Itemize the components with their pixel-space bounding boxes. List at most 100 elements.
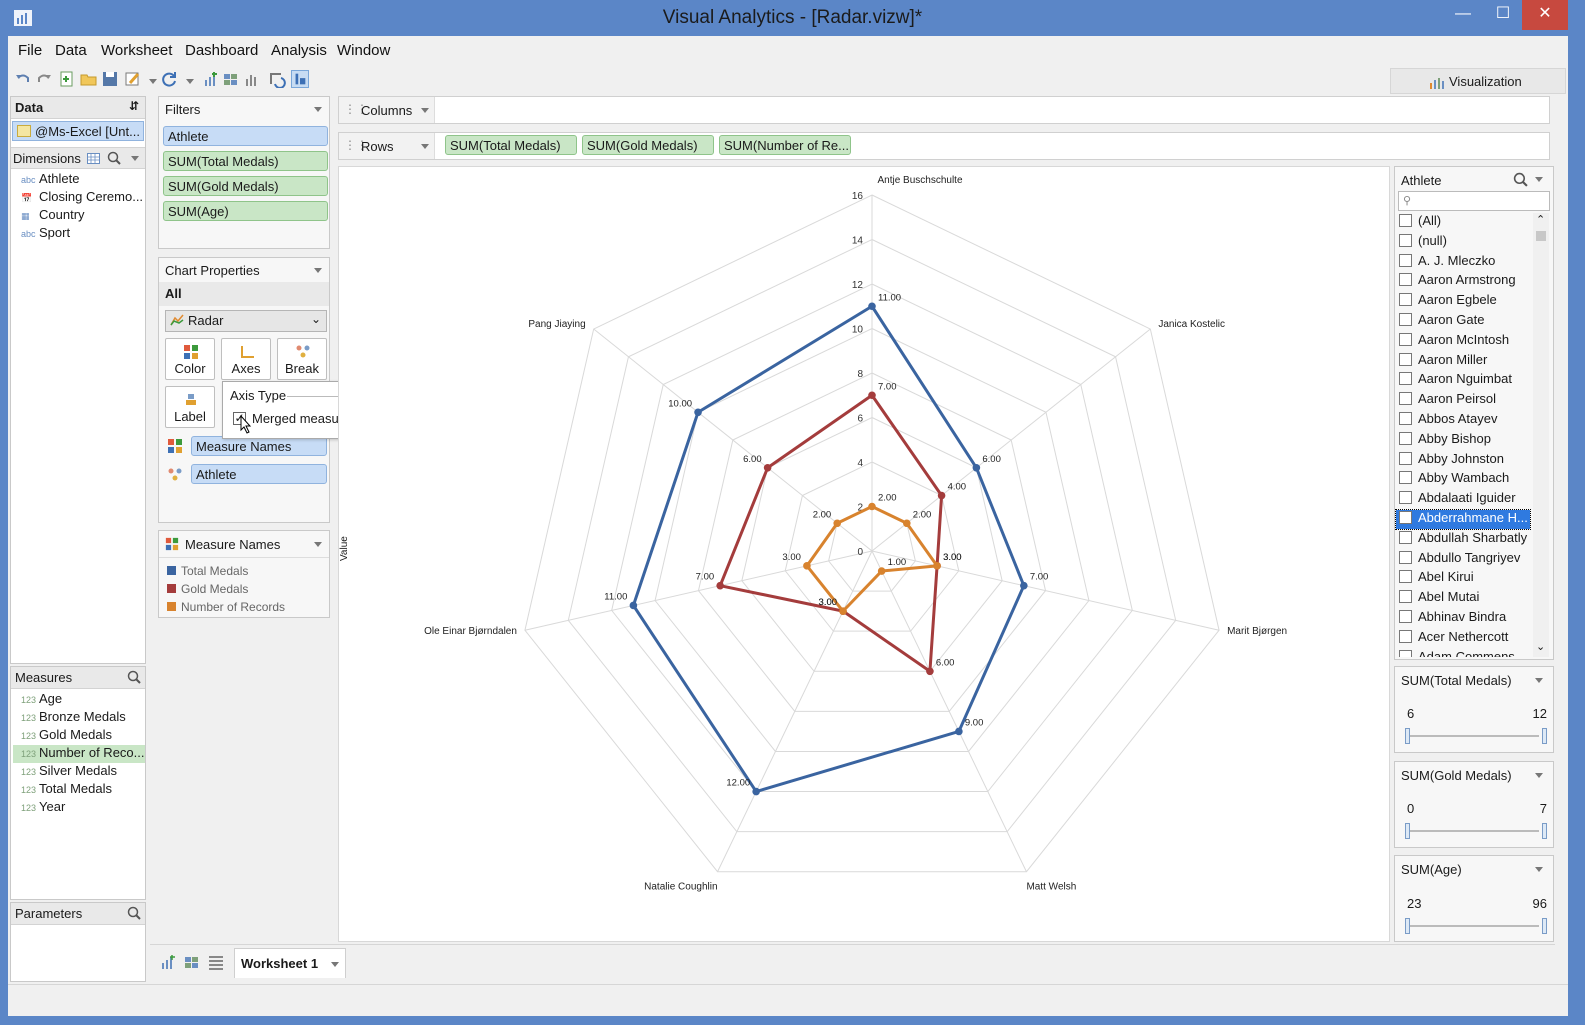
athlete-checkbox[interactable]	[1399, 491, 1412, 505]
athlete-filter-item[interactable]: Abby Bishop	[1399, 431, 1491, 450]
dimension-item[interactable]: 📅 Closing Ceremo...	[21, 189, 144, 204]
chart-type-select[interactable]: Radar ⌄	[165, 310, 327, 332]
scroll-thumb[interactable]	[1536, 231, 1546, 241]
legend-item[interactable]: Gold Medals	[167, 582, 248, 596]
break-button[interactable]: Break	[277, 338, 327, 380]
scroll-down-icon[interactable]: ⌄	[1536, 641, 1546, 653]
maximize-button[interactable]: ☐	[1495, 5, 1511, 22]
rows-pill[interactable]: SUM(Total Medals)	[445, 135, 577, 155]
menu-worksheet[interactable]: Worksheet	[101, 42, 173, 59]
rows-pill[interactable]: SUM(Gold Medals)	[582, 135, 714, 155]
scope-all-tab[interactable]: All	[159, 282, 329, 306]
legend-menu-icon[interactable]	[314, 542, 322, 547]
athlete-checkbox[interactable]	[1399, 392, 1412, 406]
athlete-filter-item[interactable]: A. J. Mleczko	[1399, 253, 1495, 272]
dimension-item[interactable]: abc Athlete	[21, 171, 80, 186]
scrollbar[interactable]: ⌃ ⌄	[1533, 213, 1549, 657]
athlete-checkbox[interactable]	[1399, 431, 1412, 445]
athlete-filter-item[interactable]: Abbos Atayev	[1399, 411, 1498, 430]
athlete-filter-item[interactable]: Aaron Miller	[1399, 352, 1487, 371]
range-filter-menu-icon[interactable]	[1535, 867, 1543, 872]
athlete-filter-item[interactable]: Acer Nethercott	[1399, 629, 1508, 648]
drill-icon[interactable]	[268, 70, 286, 88]
new-worksheet-icon[interactable]	[202, 70, 220, 88]
range-max-handle[interactable]	[1542, 918, 1547, 934]
measure-item[interactable]: 123 Gold Medals	[21, 727, 112, 742]
range-min-handle[interactable]	[1405, 728, 1410, 744]
filter-pill[interactable]: Athlete	[163, 126, 328, 146]
color-field-pill[interactable]: Measure Names	[191, 436, 327, 456]
legend-item[interactable]: Total Medals	[167, 564, 248, 578]
athlete-filter-item[interactable]: Abby Wambach	[1399, 470, 1509, 489]
edit-dropdown-icon[interactable]	[149, 79, 157, 84]
athlete-filter-item[interactable]: Abderrahmane H...	[1395, 509, 1531, 530]
new-dashboard-icon[interactable]	[222, 70, 240, 88]
range-filter-menu-icon[interactable]	[1535, 678, 1543, 683]
athlete-checkbox[interactable]	[1399, 590, 1412, 604]
athlete-filter-menu-icon[interactable]	[1535, 177, 1543, 182]
athlete-checkbox[interactable]	[1399, 253, 1412, 267]
close-button[interactable]: ✕	[1522, 0, 1568, 30]
athlete-filter-item[interactable]: Aaron McIntosh	[1399, 332, 1509, 351]
visualization-tab[interactable]: Visualization	[1390, 68, 1566, 94]
break-field-pill[interactable]: Athlete	[191, 464, 327, 484]
athlete-checkbox[interactable]	[1399, 511, 1412, 524]
measure-item[interactable]: 123 Bronze Medals	[21, 709, 126, 724]
athlete-filter-item[interactable]: Abel Mutai	[1399, 589, 1479, 608]
athlete-filter-item[interactable]: Aaron Nguimbat	[1399, 371, 1512, 390]
athlete-checkbox[interactable]	[1399, 610, 1412, 623]
athlete-checkbox[interactable]	[1399, 570, 1412, 584]
athlete-filter-item[interactable]: Abdullo Tangriyev	[1399, 550, 1520, 569]
range-min-handle[interactable]	[1405, 823, 1410, 839]
save-icon[interactable]	[101, 70, 119, 88]
filter-pill[interactable]: SUM(Age)	[163, 201, 328, 221]
new-icon[interactable]	[58, 70, 76, 88]
label-button[interactable]: Label	[165, 386, 215, 428]
athlete-filter-item[interactable]: Adam Commens	[1399, 649, 1515, 657]
new-worksheet-tab-icon[interactable]	[160, 954, 176, 970]
chart-icon[interactable]	[243, 70, 261, 88]
table-view-icon[interactable]	[87, 153, 100, 164]
show-me-icon[interactable]	[291, 70, 309, 88]
columns-shelf[interactable]: ⋮⋮ Columns	[338, 96, 1550, 124]
athlete-checkbox[interactable]	[1399, 313, 1412, 326]
legend-item[interactable]: Number of Records	[167, 600, 285, 614]
range-max-handle[interactable]	[1542, 823, 1547, 839]
undo-icon[interactable]	[14, 70, 32, 88]
athlete-filter-item[interactable]: Aaron Gate	[1399, 312, 1485, 331]
dimension-item[interactable]: abc Sport	[21, 225, 71, 240]
range-max-handle[interactable]	[1542, 728, 1547, 744]
athlete-search-input[interactable]: ⚲	[1398, 191, 1550, 211]
open-icon[interactable]	[80, 70, 98, 88]
menu-dashboard[interactable]: Dashboard	[185, 42, 259, 59]
measure-item-selected[interactable]: 123 Number of Reco...	[13, 745, 145, 763]
measure-item[interactable]: 123 Silver Medals	[21, 763, 118, 778]
data-source-item[interactable]: @Ms-Excel [Unt...	[12, 121, 144, 141]
athlete-checkbox[interactable]	[1399, 649, 1412, 657]
minimize-button[interactable]: —	[1455, 5, 1471, 22]
menu-file[interactable]: File	[18, 42, 43, 59]
axes-button[interactable]: Axes	[221, 338, 271, 380]
filter-pill[interactable]: SUM(Total Medals)	[163, 151, 328, 171]
rows-menu-icon[interactable]	[421, 144, 429, 149]
data-panel-menu-icon[interactable]: ⇵	[128, 99, 139, 113]
measure-item[interactable]: 123 Total Medals	[21, 781, 112, 796]
columns-menu-icon[interactable]	[421, 108, 429, 113]
menu-analysis[interactable]: Analysis	[271, 42, 327, 59]
athlete-checkbox[interactable]	[1399, 273, 1412, 287]
edit-icon[interactable]	[124, 70, 142, 88]
menu-data[interactable]: Data	[55, 42, 87, 59]
athlete-filter-item[interactable]: Abdullah Sharbatly	[1399, 530, 1527, 549]
sheet-list-icon[interactable]	[208, 954, 224, 970]
athlete-checkbox[interactable]	[1399, 214, 1412, 227]
athlete-checkbox[interactable]	[1399, 233, 1412, 247]
athlete-checkbox[interactable]	[1399, 293, 1412, 307]
athlete-filter-item[interactable]: Abel Kirui	[1399, 569, 1474, 588]
athlete-filter-item[interactable]: (null)	[1399, 233, 1447, 252]
new-dashboard-tab-icon[interactable]	[184, 954, 200, 970]
measure-item[interactable]: 123 Year	[21, 799, 66, 814]
athlete-filter-item[interactable]: Abhinav Bindra	[1399, 609, 1506, 628]
athlete-filter-item[interactable]: (All)	[1399, 213, 1441, 232]
athlete-filter-item[interactable]: Aaron Egbele	[1399, 292, 1497, 311]
range-min-handle[interactable]	[1405, 918, 1410, 934]
